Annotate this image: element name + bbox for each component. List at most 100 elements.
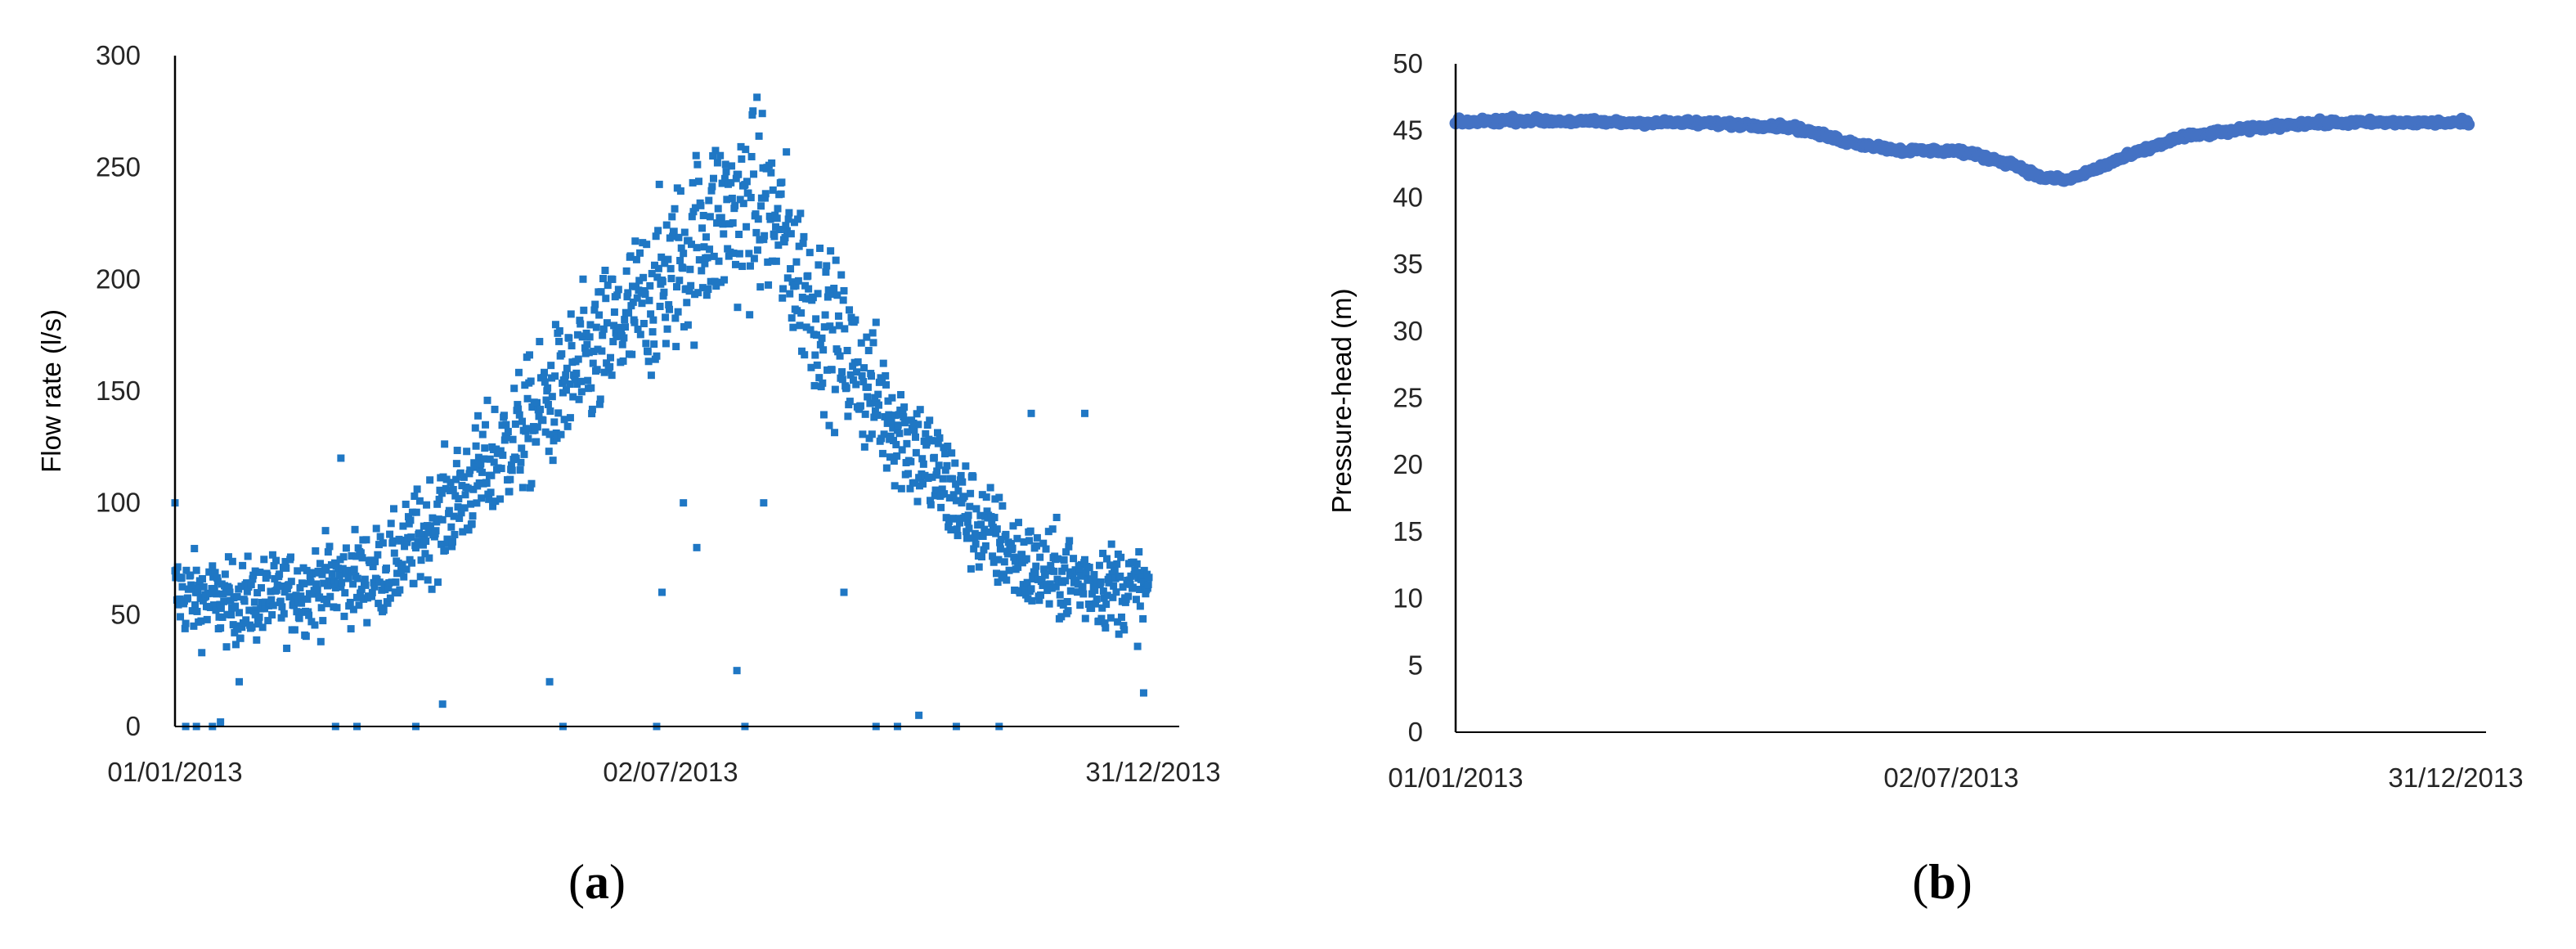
flow-rate-point [577, 320, 585, 328]
flow-rate-point [1090, 570, 1098, 578]
flow-rate-point [1070, 555, 1078, 563]
flow-rate-point [1061, 564, 1069, 572]
flow-rate-point [914, 421, 922, 429]
pressure-head-y-tick-label: 10 [1393, 583, 1423, 614]
flow-rate-point [675, 277, 684, 285]
flow-rate-point [224, 553, 232, 561]
flow-rate-point [768, 257, 776, 265]
flow-rate-point [1023, 578, 1031, 587]
flow-rate-point [190, 622, 198, 630]
flow-rate-point [1077, 572, 1085, 580]
flow-rate-point [660, 288, 668, 296]
flow-rate-point [599, 325, 608, 333]
flow-rate-point [303, 595, 312, 603]
flow-rate-point [769, 186, 777, 194]
flow-rate-point [784, 215, 792, 223]
flow-rate-point [384, 599, 392, 607]
flow-rate-point [407, 533, 415, 542]
flow-rate-point [565, 334, 573, 342]
flow-rate-point [872, 318, 880, 326]
flow-rate-point [1103, 591, 1111, 600]
flow-rate-point [186, 571, 195, 579]
flow-rate-point [544, 384, 552, 392]
flow-rate-point [746, 262, 754, 270]
flow-rate-point [906, 484, 914, 492]
flow-rate-point [990, 558, 998, 566]
flow-rate-point [614, 286, 622, 294]
flow-rate-point [958, 499, 966, 507]
flow-rate-point [812, 315, 820, 323]
flow-rate-point [954, 487, 963, 495]
flow-rate-point [811, 351, 819, 359]
flow-rate-point [1081, 614, 1089, 623]
flow-rate-point [900, 419, 909, 427]
flow-rate-point [818, 334, 826, 342]
flow-rate-point [710, 252, 718, 260]
flow-rate-point [626, 252, 635, 260]
flow-rate-point [192, 566, 200, 574]
flow-rate-point [1091, 586, 1099, 594]
flow-rate-point [506, 475, 514, 483]
flow-rate-point [260, 555, 268, 564]
flow-rate-point [1105, 578, 1113, 587]
flow-rate-point [323, 600, 331, 608]
flow-rate-point [276, 570, 284, 578]
flow-rate-point [719, 220, 727, 228]
flow-rate-point [563, 364, 571, 372]
flow-rate-point [824, 293, 832, 301]
flow-rate-point [415, 497, 424, 505]
flow-rate-point [819, 411, 828, 419]
flow-rate-point [349, 605, 357, 614]
flow-rate-point [1102, 600, 1111, 609]
flow-rate-point [1007, 540, 1015, 548]
flow-rate-point [690, 341, 698, 349]
flow-rate-point [933, 467, 941, 475]
flow-rate-point [624, 289, 632, 297]
flow-rate-point [805, 285, 813, 293]
flow-rate-point [635, 277, 644, 285]
flow-rate-point [242, 616, 250, 624]
flow-rate-point [1042, 545, 1050, 553]
flow-rate-point [410, 579, 418, 587]
flow-rate-point [773, 214, 781, 223]
flow-rate-point [952, 497, 960, 505]
flow-rate-point [206, 589, 214, 597]
flow-rate-point [844, 412, 852, 421]
flow-rate-point [177, 613, 185, 621]
flow-rate-point [369, 562, 377, 570]
flow-rate-point [670, 227, 678, 236]
flow-rate-point [469, 485, 478, 493]
flow-rate-point [972, 540, 980, 548]
flow-rate-point [816, 340, 824, 349]
flow-rate-point [1093, 595, 1101, 603]
flow-rate-point [995, 493, 1003, 501]
flow-rate-point [1117, 553, 1125, 561]
flow-rate-point [989, 524, 997, 532]
flow-rate-point [664, 255, 672, 263]
flow-rate-point [720, 276, 729, 284]
flow-rate-point [1036, 553, 1044, 561]
pressure-head-y-tick-label: 0 [1408, 717, 1423, 747]
flow-rate-point [478, 468, 486, 476]
flow-rate-point [400, 573, 408, 581]
flow-rate-point [586, 333, 594, 341]
flow-rate-point [317, 604, 325, 612]
flow-rate-point [399, 522, 407, 530]
flow-rate-point [573, 380, 581, 388]
flow-rate-point [1057, 613, 1066, 621]
flow-rate-point [694, 289, 702, 297]
flow-rate-point [442, 475, 451, 483]
flow-rate-point [572, 369, 581, 377]
flow-rate-point [904, 470, 913, 478]
flow-rate-point [680, 322, 688, 331]
flow-rate-x-tick-label: 31/12/2013 [1085, 757, 1220, 787]
flow-rate-point [832, 256, 840, 264]
flow-rate-point [490, 458, 498, 466]
flow-rate-point [320, 595, 328, 603]
flow-rate-point [182, 566, 191, 574]
flow-rate-point [868, 329, 877, 337]
flow-rate-point [709, 174, 717, 182]
flow-rate-point [557, 430, 565, 439]
flow-rate-point [813, 361, 821, 369]
flow-rate-point [846, 371, 855, 379]
